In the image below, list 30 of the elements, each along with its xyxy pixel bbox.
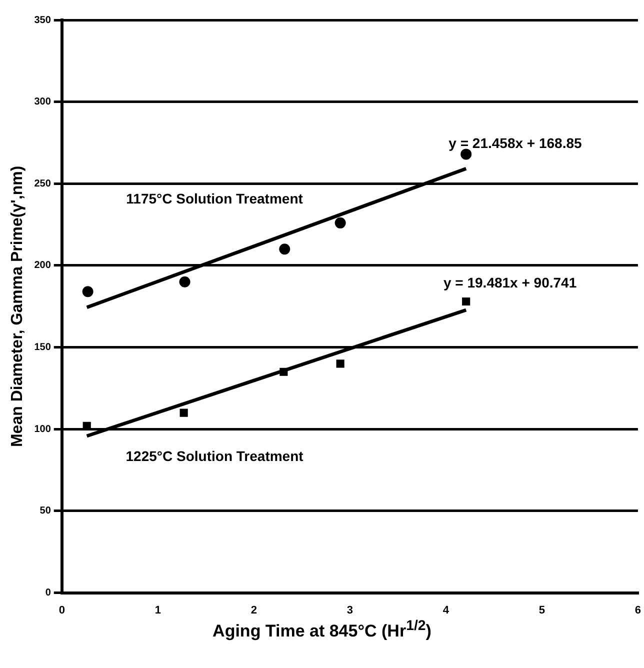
annotation: y = 21.458x + 168.85 xyxy=(448,135,582,152)
point xyxy=(180,408,188,417)
y-tick-label: 200 xyxy=(34,260,52,272)
x-tick-label: 1 xyxy=(154,604,161,616)
point xyxy=(336,360,344,368)
y-tick-label: 300 xyxy=(34,96,52,108)
annotation: 1225°C Solution Treatment xyxy=(126,448,304,464)
point xyxy=(462,297,470,306)
x-tick-label: 5 xyxy=(538,604,545,616)
y-tick-label: 150 xyxy=(34,342,52,354)
annotation: 1175°C Solution Treatment xyxy=(126,190,304,207)
y-tick-label: 350 xyxy=(34,14,52,26)
x-tick-label: 3 xyxy=(346,604,353,616)
point xyxy=(82,286,94,298)
y-tick-label: 50 xyxy=(40,506,52,517)
point xyxy=(280,368,288,376)
x-tick-label: 0 xyxy=(58,604,65,616)
x-tick-label: 6 xyxy=(634,604,642,616)
x-axis-title: Aging Time at 845°C (Hr$^{1/2}$) xyxy=(212,618,432,642)
point xyxy=(279,244,290,255)
annotation: y = 19.481x + 90.741 xyxy=(443,274,577,290)
x-tick-label: 4 xyxy=(442,604,450,616)
y-axis-title: Mean Diameter, Gamma Prime(γ',nm) xyxy=(9,166,26,448)
y-tick-label: 100 xyxy=(34,424,52,435)
y-tick-label: 250 xyxy=(34,178,52,190)
point xyxy=(179,276,190,288)
x-tick-label: 2 xyxy=(250,604,257,616)
point xyxy=(334,217,346,228)
point xyxy=(460,148,472,160)
y-tick-label: 0 xyxy=(45,588,52,599)
